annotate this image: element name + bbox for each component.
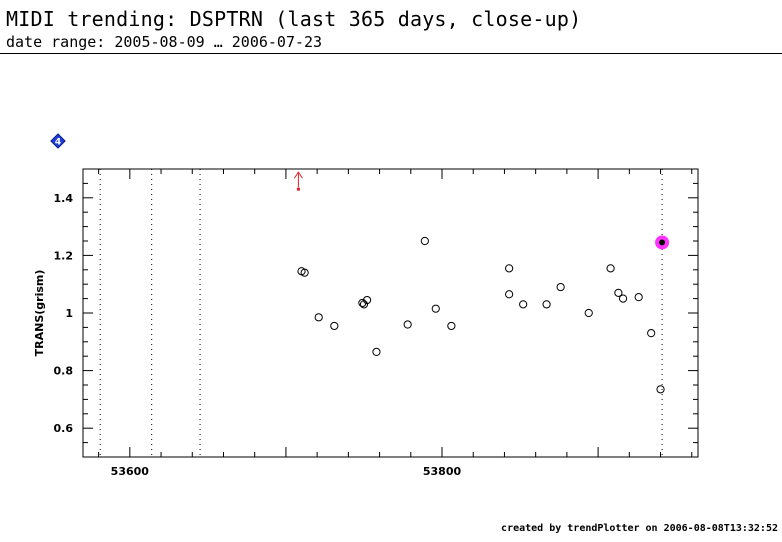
data-point xyxy=(314,313,323,322)
data-points xyxy=(297,236,665,394)
footer-credit: created by trendPlotter on 2006-08-08T13… xyxy=(501,523,778,534)
outlier-marker xyxy=(296,187,300,191)
data-point xyxy=(614,288,623,297)
data-point xyxy=(505,264,514,273)
y-tick-label: 0.8 xyxy=(54,365,74,378)
data-point xyxy=(372,347,381,356)
x-axis-ticks: 53600 53800 xyxy=(98,169,693,478)
data-point xyxy=(584,308,593,318)
data-point xyxy=(556,282,565,292)
data-point xyxy=(362,295,372,305)
y-tick-label: 1.2 xyxy=(54,249,74,262)
data-point xyxy=(431,304,440,313)
highlight-point xyxy=(655,235,670,250)
data-point xyxy=(505,290,514,299)
data-point xyxy=(656,385,665,394)
data-point xyxy=(330,321,339,331)
x-tick-label: 53600 xyxy=(111,465,150,478)
data-point xyxy=(447,321,456,331)
date-range-subtitle: date range: 2005-08-09 … 2006-07-23 xyxy=(6,33,323,51)
data-point xyxy=(358,298,367,308)
blue-diamond-icon: 4 xyxy=(50,133,66,149)
header-divider xyxy=(0,53,782,54)
data-point xyxy=(618,294,628,303)
data-point xyxy=(519,300,528,309)
data-point xyxy=(606,264,615,273)
outlier-arrow-head xyxy=(293,171,303,179)
y-tick-label: 1.4 xyxy=(54,192,74,205)
y-axis-ticks: 0.6 0.8 1 1.2 1.4 xyxy=(54,168,698,458)
plot-frame xyxy=(82,168,699,458)
data-point xyxy=(300,268,309,277)
highlight-dot xyxy=(659,239,666,246)
data-point xyxy=(634,293,643,302)
data-point xyxy=(542,300,551,309)
data-point xyxy=(403,320,412,329)
chart-title: MIDI trending: DSPTRN (last 365 days, cl… xyxy=(6,7,582,31)
x-tick-label: 53800 xyxy=(423,465,462,478)
y-axis-title: TRANS(grism) xyxy=(33,270,46,357)
reference-lines xyxy=(99,169,663,457)
y-tick-label: 1 xyxy=(65,307,73,320)
data-point xyxy=(647,329,656,338)
badge-diamond xyxy=(50,133,66,149)
badge-label: 4 xyxy=(55,138,61,148)
data-point xyxy=(420,236,429,246)
outlier-arrow xyxy=(293,171,303,191)
y-tick-label: 0.6 xyxy=(54,422,74,435)
